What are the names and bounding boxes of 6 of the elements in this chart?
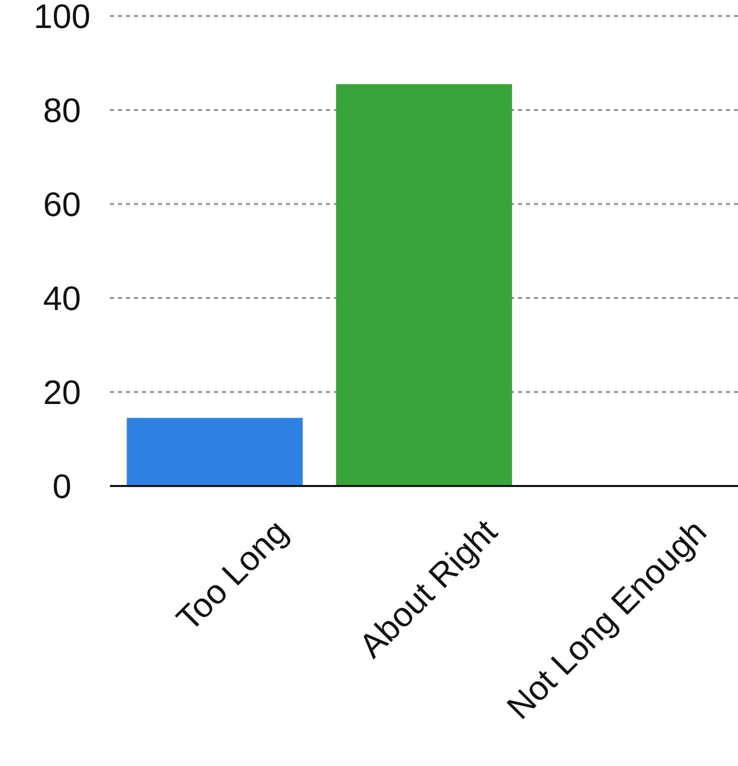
y-tick-label: 20 <box>43 374 81 412</box>
y-tick-label: 60 <box>43 186 81 224</box>
y-tick-label: 0 <box>52 468 72 506</box>
y-tick-label: 100 <box>34 0 90 36</box>
y-tick-label: 40 <box>43 280 81 318</box>
y-tick-label: 80 <box>43 92 81 130</box>
